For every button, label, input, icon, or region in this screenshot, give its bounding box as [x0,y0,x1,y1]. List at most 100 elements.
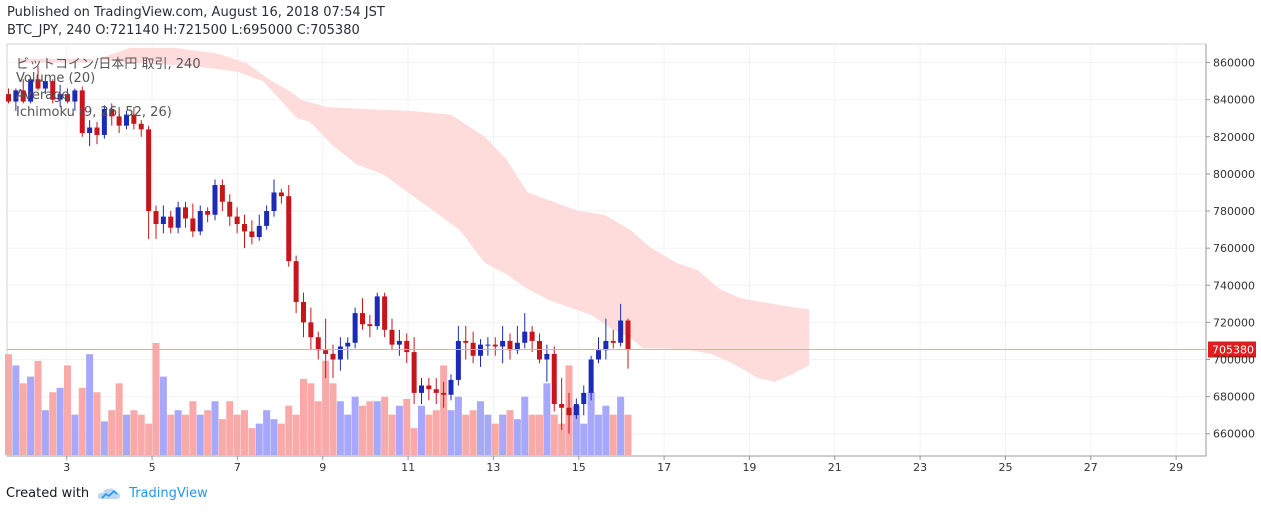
time-tick-label: 21 [828,461,842,474]
time-axis: 3 5 7 9 11 13 15 17 19 21 23 25 27 29 [7,455,1206,474]
volume-bar [292,414,300,455]
volume-bar [56,387,64,455]
candle-body [323,350,329,354]
candle-body [35,79,41,89]
legend-symbol: ビットコイン/日本円 取引, 240 [16,57,201,72]
volume-bar [263,410,271,455]
volume-bar [454,396,462,455]
volume-bar [366,401,374,455]
price-tick-label: 700000 [1213,353,1255,366]
candle-body [212,185,218,215]
volume-bar [159,376,167,455]
time-tick-label: 3 [63,461,70,474]
price-tick-label: 680000 [1213,391,1255,404]
volume-bar [277,423,285,455]
volume-bar [123,414,130,455]
candle-body [514,342,520,351]
volume-bar [93,392,101,455]
price-tick-label: 780000 [1213,205,1255,218]
candle-body [286,196,292,262]
candle-body [478,344,483,356]
candle-body [138,123,144,130]
candle-body [389,329,395,345]
volume-bar [432,410,440,455]
cloud-area [19,47,810,382]
candle-body [146,129,152,212]
candle-body [315,337,321,351]
time-tick-label: 13 [486,461,500,474]
volume-bar [307,383,315,455]
candle-body [551,353,557,405]
volume-bar [469,410,477,455]
last-price-line: 705380 [7,341,1256,358]
volume-bar [336,401,344,455]
candle-body [175,207,181,228]
volume-bar [322,360,330,455]
time-tick-label: 7 [234,461,241,474]
volume-bar [602,405,610,455]
tradingview-link[interactable]: TradingView [129,486,208,501]
volume-bar [410,428,418,455]
volume-bar [137,414,145,455]
volume-bar [255,423,263,455]
candle-body [79,90,85,134]
volume-bar [499,414,507,455]
volume-bar [550,414,558,455]
candle-body [101,108,107,135]
volume-bar [388,414,396,455]
volume-bar [12,365,20,455]
legend-volume: Volume (20) [16,71,96,86]
volume-bar [403,399,411,455]
candle-body [20,90,26,102]
volume-bar [27,376,35,455]
volume-bar [344,414,352,455]
time-tick-label: 29 [1169,461,1183,474]
candle-body [529,331,535,341]
tradingview-cloud-icon[interactable] [97,487,121,501]
volume-bar [373,401,381,455]
volume-bar [115,383,123,455]
candle-body [610,340,616,343]
volume-bar [528,414,536,455]
volume-bar [351,396,359,455]
candle-body [625,320,631,350]
candle-body [382,296,388,330]
candle-body [455,340,461,380]
volume-bar [49,392,57,455]
volume-bar [572,405,580,455]
volume-bar [477,401,484,455]
volume-bar [513,419,521,455]
candle-body [345,342,351,347]
candle-body [183,207,188,219]
candle-body [234,216,240,225]
price-tick-label: 660000 [1213,428,1255,441]
volume-bar [233,414,241,455]
volume-bar [359,405,366,455]
ohlc-line: BTC_JPY, 240 O:721140 H:721500 L:695000 … [7,23,360,38]
price-tick-label: 800000 [1213,168,1255,181]
candle-body [360,313,365,325]
candle-body [124,114,129,126]
candle-body [116,116,122,126]
last-price-label: 705380 [1212,344,1254,357]
candle-body [433,389,439,393]
candle-body [566,407,572,416]
volume-bar [440,365,448,455]
volume-bar [78,387,86,455]
candle-body [72,90,78,102]
candle-body [581,392,587,405]
candle-body [573,404,579,416]
volume-bar [462,414,470,455]
candle-body [419,385,424,393]
candle-body [168,216,174,228]
price-tick-label: 740000 [1213,279,1255,292]
candle-body [448,379,454,395]
volume-bar [587,392,595,455]
time-tick-label: 17 [657,461,671,474]
candle-body [463,340,469,343]
candle-body [57,94,63,100]
volume-bar [71,414,79,455]
volume-bar [521,396,529,455]
candle-body [544,353,550,360]
